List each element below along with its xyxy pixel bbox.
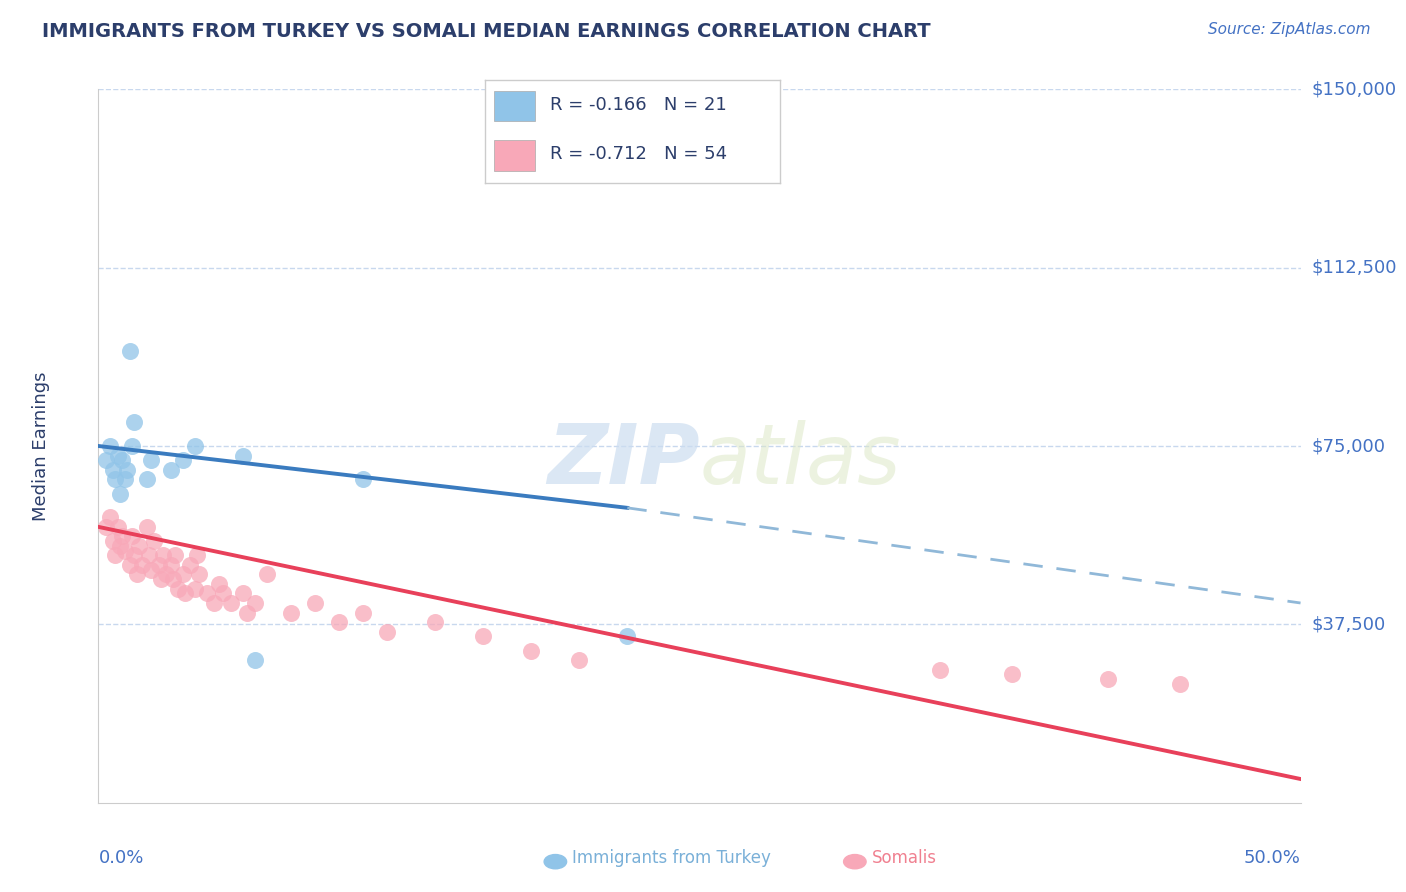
Point (100, 439, 122, 453)
Text: 0.0%: 0.0% (98, 849, 143, 867)
Point (108, 539, 131, 553)
Text: Immigrants from Turkey: Immigrants from Turkey (572, 849, 770, 867)
Text: R = -0.712   N = 54: R = -0.712 N = 54 (550, 145, 727, 163)
Point (94, 453, 117, 467)
Point (375, 624, 398, 639)
Point (280, 606, 302, 620)
Point (148, 558, 170, 572)
Point (212, 586, 235, 600)
Point (188, 567, 211, 582)
Text: Source: ZipAtlas.com: Source: ZipAtlas.com (1208, 22, 1371, 37)
Point (124, 415, 146, 429)
Point (1170, 677, 1192, 691)
Point (125, 567, 148, 582)
Point (138, 549, 160, 563)
Point (219, 596, 242, 610)
Point (232, 449, 254, 463)
Point (108, 486, 131, 500)
Point (101, 463, 124, 477)
Point (141, 563, 163, 577)
Point (118, 558, 141, 572)
Point (1001, 667, 1024, 681)
Point (472, 629, 495, 643)
Point (256, 567, 278, 582)
Point (118, 343, 141, 358)
FancyBboxPatch shape (494, 91, 536, 121)
Point (568, 653, 591, 667)
Point (114, 472, 136, 486)
Text: $75,000: $75,000 (1312, 437, 1386, 455)
Point (107, 520, 129, 534)
FancyBboxPatch shape (494, 140, 536, 170)
Text: ZIP: ZIP (547, 420, 699, 500)
Point (243, 596, 266, 610)
Point (304, 596, 326, 610)
Point (94, 520, 117, 534)
Point (131, 558, 153, 572)
Point (520, 643, 543, 657)
Point (135, 520, 157, 534)
Point (128, 539, 150, 553)
Text: $112,500: $112,500 (1312, 259, 1398, 277)
Point (142, 534, 165, 549)
Point (114, 543, 136, 558)
Point (104, 549, 127, 563)
Point (135, 472, 157, 486)
Point (183, 439, 205, 453)
Point (107, 449, 129, 463)
Point (208, 577, 231, 591)
Point (100, 510, 122, 524)
Point (104, 472, 127, 486)
Text: $150,000: $150,000 (1312, 80, 1396, 98)
Point (165, 549, 187, 563)
Point (179, 558, 201, 572)
Point (111, 453, 134, 467)
Point (172, 453, 194, 467)
Point (423, 615, 446, 629)
Text: 50.0%: 50.0% (1244, 849, 1301, 867)
Text: Somalis: Somalis (872, 849, 936, 867)
Point (232, 586, 254, 600)
Point (159, 558, 181, 572)
Point (352, 606, 374, 620)
Point (172, 567, 194, 582)
Point (141, 453, 163, 467)
Point (1097, 672, 1119, 686)
Point (183, 582, 205, 596)
Text: IMMIGRANTS FROM TURKEY VS SOMALI MEDIAN EARNINGS CORRELATION CHART: IMMIGRANTS FROM TURKEY VS SOMALI MEDIAN … (42, 22, 931, 41)
Point (117, 463, 139, 477)
Point (616, 629, 638, 643)
Point (243, 653, 266, 667)
Point (159, 463, 181, 477)
Text: $37,500: $37,500 (1312, 615, 1386, 633)
Point (352, 472, 374, 486)
Point (195, 586, 218, 600)
Text: Median Earnings: Median Earnings (32, 371, 49, 521)
Point (101, 534, 124, 549)
Point (162, 572, 184, 586)
Point (166, 582, 188, 596)
Point (124, 549, 146, 563)
Point (202, 596, 225, 610)
Point (155, 567, 177, 582)
Text: atlas: atlas (699, 420, 901, 500)
Point (111, 529, 134, 543)
Text: R = -0.166   N = 21: R = -0.166 N = 21 (550, 96, 727, 114)
Point (152, 549, 174, 563)
Point (328, 615, 350, 629)
Point (121, 439, 143, 453)
Point (186, 549, 208, 563)
Point (928, 663, 950, 677)
Point (174, 586, 197, 600)
Point (236, 606, 259, 620)
Point (121, 529, 143, 543)
Point (149, 572, 172, 586)
